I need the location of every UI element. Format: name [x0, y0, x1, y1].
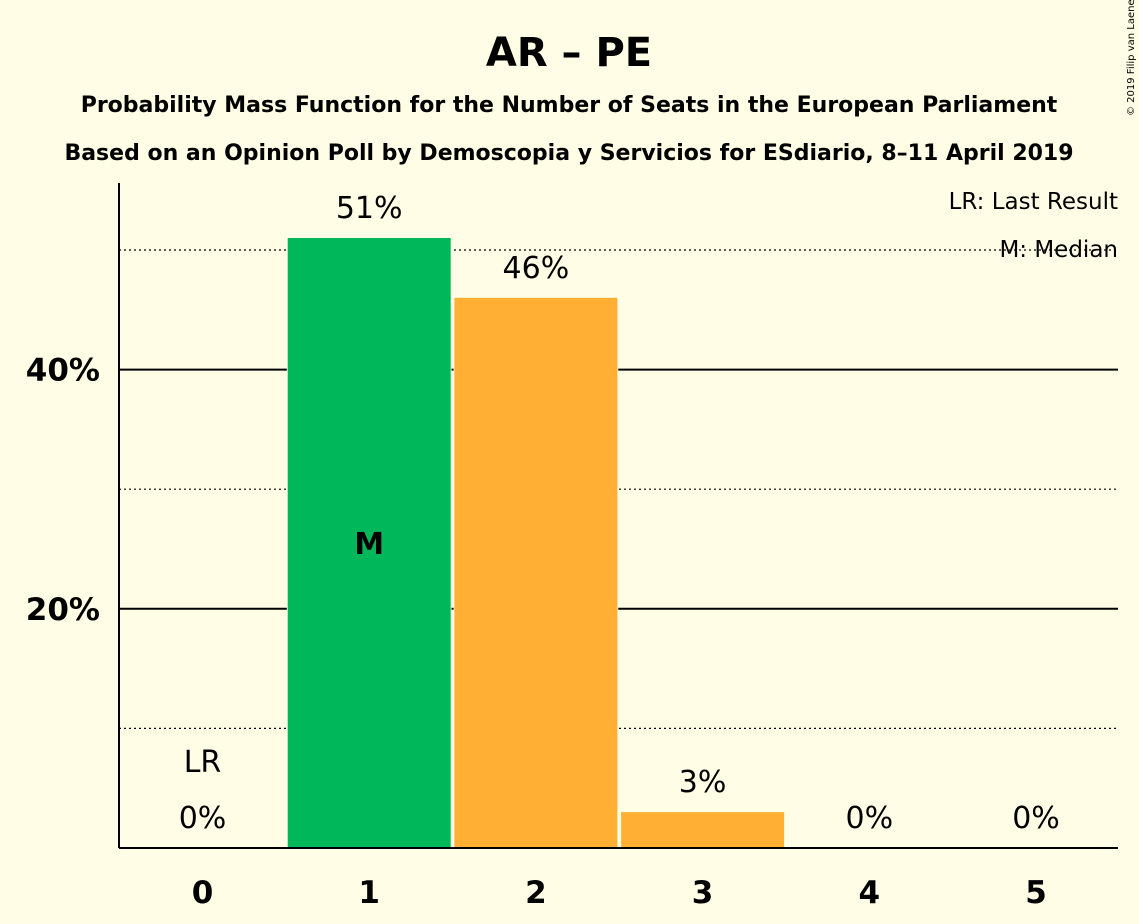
value-label-0: 0% — [179, 801, 227, 836]
value-label-1: 51% — [336, 191, 403, 226]
x-tick-label-2: 2 — [525, 875, 547, 911]
value-label-5: 0% — [1012, 801, 1060, 836]
bar-2 — [454, 297, 618, 848]
x-tick-label-4: 4 — [859, 875, 881, 911]
x-tick-label-0: 0 — [192, 875, 214, 911]
axes: 0 1 2 3 4 5 20% 40% — [26, 183, 1118, 911]
value-label-2: 46% — [503, 251, 570, 286]
value-labels: 0% LR 51% M 46% 3% 0% 0% — [179, 191, 1060, 836]
legend-median: M: Median — [999, 237, 1118, 263]
legend-last-result: LR: Last Result — [949, 189, 1118, 215]
value-label-4: 0% — [846, 801, 894, 836]
chart-subtitle-line-1: Probability Mass Function for the Number… — [81, 93, 1058, 118]
bar-3 — [621, 812, 785, 848]
x-tick-label-1: 1 — [358, 875, 380, 911]
bars — [286, 238, 785, 848]
last-result-marker: LR — [184, 745, 222, 780]
copyright-note: © 2019 Filip van Laenen — [1126, 0, 1137, 116]
y-tick-label-0: 20% — [26, 592, 100, 628]
value-label-3: 3% — [679, 765, 727, 800]
chart-subtitle-line-2: Based on an Opinion Poll by Demoscopia y… — [64, 141, 1073, 166]
y-tick-label-1: 40% — [26, 353, 100, 389]
bar-1 — [287, 238, 451, 848]
median-marker: M — [354, 527, 384, 562]
x-tick-label-5: 5 — [1025, 875, 1047, 911]
gridlines — [119, 249, 1118, 729]
x-tick-label-3: 3 — [692, 875, 714, 911]
chart-title: AR – PE — [486, 30, 652, 76]
